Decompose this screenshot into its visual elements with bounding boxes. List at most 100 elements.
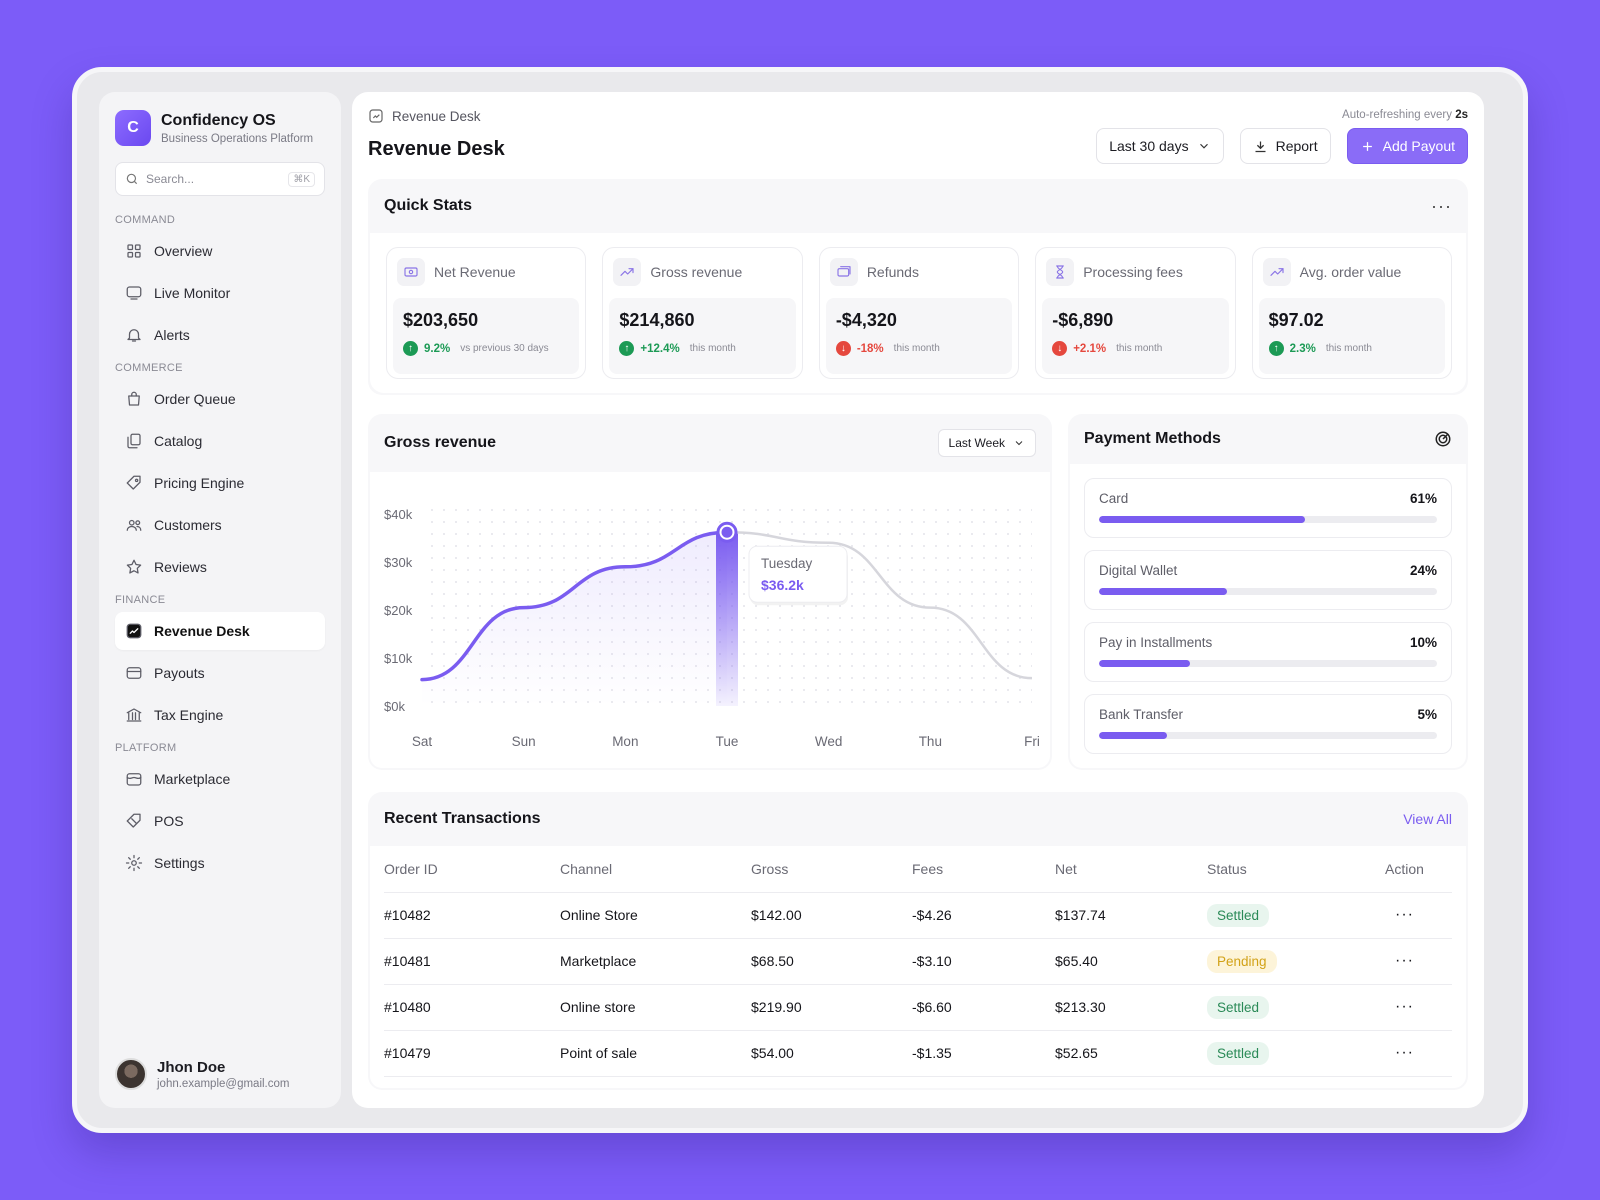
column-header-fees[interactable]: Fees: [912, 846, 1055, 893]
quick-stats-card: Quick Stats ··· Net Revenue $203,650 ↑ 9.2%…: [368, 179, 1468, 395]
x-tick-label: Thu: [919, 734, 942, 749]
gross: $68.50: [751, 938, 912, 985]
channel: Marketplace: [560, 938, 751, 985]
sidebar-item-pos[interactable]: POS: [115, 802, 325, 840]
table-row[interactable]: #10481 Marketplace $68.50 -$3.10 $65.40 Pendi…: [384, 938, 1452, 985]
sidebar-item-pricing-engine[interactable]: Pricing Engine: [115, 464, 325, 502]
sidebar-item-reviews[interactable]: Reviews: [115, 548, 325, 586]
sidebar-item-overview[interactable]: Overview: [115, 232, 325, 270]
table-row[interactable]: #10480 Online store $219.90 -$6.60 $213.30 Se…: [384, 984, 1452, 1031]
more-options-icon[interactable]: ···: [1431, 195, 1452, 216]
x-tick-label: Mon: [612, 734, 638, 749]
stat-card[interactable]: Net Revenue $203,650 ↑ 9.2% vs previous 30 d…: [386, 247, 587, 379]
date-range-select[interactable]: Last 30 days: [1096, 128, 1224, 164]
sidebar-item-marketplace[interactable]: Marketplace: [115, 760, 325, 798]
user-profile[interactable]: Jhon Doe john.example@gmail.com: [115, 1058, 289, 1090]
stat-body: $214,860 ↑ +12.4% this month: [609, 298, 796, 374]
sidebar-item-label: Revenue Desk: [154, 623, 250, 639]
sidebar-item-settings[interactable]: Settings: [115, 844, 325, 882]
row-actions-icon[interactable]: ···: [1357, 892, 1452, 939]
payment-method-item[interactable]: Digital Wallet 24%: [1084, 550, 1452, 610]
add-payout-button[interactable]: Add Payout: [1346, 128, 1468, 164]
hourglass-icon: [1046, 258, 1075, 286]
stat-card[interactable]: Gross revenue $214,860 ↑ +12.4% this month: [602, 247, 803, 379]
autorefresh-value: 2s: [1455, 109, 1468, 121]
payment-method-item[interactable]: Bank Transfer 5%: [1084, 694, 1452, 754]
avatar[interactable]: [115, 1058, 147, 1090]
arrow-down-icon: ↓: [1052, 341, 1068, 356]
stat-trend: ↑ +12.4% this month: [619, 341, 785, 356]
sidebar-nav: COMMAND Overview Live Monitor Alerts COMMERC…: [115, 214, 325, 882]
cash-icon: [397, 258, 425, 286]
target-icon[interactable]: [1434, 430, 1452, 448]
sidebar-item-tax-engine[interactable]: Tax Engine: [115, 696, 325, 734]
table-row[interactable]: #10479 Point of sale $54.00 -$1.35 $52.65 Set…: [384, 1030, 1452, 1077]
sidebar-item-order-queue[interactable]: Order Queue: [115, 380, 325, 418]
stat-trend: ↓ +2.1% this month: [1052, 341, 1218, 356]
row-actions-icon[interactable]: ···: [1357, 984, 1452, 1031]
column-header-status[interactable]: Status: [1207, 846, 1357, 893]
search-box[interactable]: Search... ⌘K: [115, 162, 325, 196]
sidebar-item-label: Pricing Engine: [154, 475, 245, 491]
sidebar-item-label: Live Monitor: [154, 285, 231, 301]
stat-card[interactable]: Refunds -$4,320 ↓ -18% this month: [818, 247, 1020, 379]
stat-note: this month: [1116, 343, 1163, 354]
payment-method-bar-fill: [1099, 732, 1167, 739]
breadcrumb-label[interactable]: Revenue Desk: [392, 108, 481, 124]
column-header-channel[interactable]: Channel: [560, 846, 751, 893]
y-tick-label: $40k: [384, 507, 413, 522]
sidebar-item-label: Marketplace: [154, 771, 231, 787]
transactions-title: Recent Transactions: [384, 810, 541, 827]
sidebar-item-catalog[interactable]: Catalog: [115, 422, 325, 460]
stat-card[interactable]: Processing fees -$6,890 ↓ +2.1% this month: [1035, 247, 1236, 379]
stat-header: Processing fees: [1042, 254, 1228, 290]
payment-method-bar: [1099, 732, 1437, 739]
column-header-order-id[interactable]: Order ID: [384, 846, 560, 893]
period-label: Last Week: [948, 436, 1005, 450]
revenue-line-chart[interactable]: $0k $10k $20k $30k $40k Sat Sun Mon Tue Wed Thu Fri…: [370, 472, 1050, 768]
sidebar-item-customers[interactable]: Customers: [115, 506, 325, 544]
payment-method-bar-fill: [1099, 660, 1191, 667]
add-payout-label: Add Payout: [1382, 138, 1455, 154]
period-select[interactable]: Last Week: [937, 429, 1036, 457]
recent-transactions-card: Recent Transactions View All Order ID Cha…: [368, 792, 1468, 1090]
toolbar: Last 30 days Report Add Payout: [1096, 128, 1468, 164]
gross-revenue-title: Gross revenue: [384, 434, 497, 451]
column-header-action[interactable]: Action: [1357, 846, 1452, 893]
column-header-net[interactable]: Net: [1055, 846, 1207, 893]
sidebar-item-alerts[interactable]: Alerts: [115, 316, 325, 354]
x-tick-label: Tue: [716, 734, 739, 749]
chevron-down-icon: [1015, 441, 1023, 446]
sidebar-item-label: Customers: [154, 517, 222, 533]
report-button[interactable]: Report: [1239, 128, 1331, 164]
payment-method-item[interactable]: Pay in Installments 10%: [1084, 622, 1452, 682]
stats-row: Net Revenue $203,650 ↑ 9.2% vs previous 30 d…: [370, 233, 1466, 393]
stat-card[interactable]: Avg. order value $97.02 ↑ 2.3% this month: [1251, 247, 1453, 379]
net: $65.40: [1055, 938, 1207, 985]
sidebar-item-label: Tax Engine: [154, 707, 224, 723]
trend-up-icon: [1262, 258, 1291, 286]
x-tick-label: Fri: [1024, 734, 1040, 749]
search-input[interactable]: Search...: [146, 172, 195, 186]
sidebar-item-payouts[interactable]: Payouts: [115, 654, 325, 692]
sidebar-item-revenue-desk[interactable]: Revenue Desk: [115, 612, 325, 650]
status-cell: Settled: [1207, 892, 1357, 939]
fees: -$3.10: [912, 938, 1055, 985]
row-actions-icon[interactable]: ···: [1357, 1030, 1452, 1077]
column-header-gross[interactable]: Gross: [751, 846, 912, 893]
view-all-link[interactable]: View All: [1403, 811, 1452, 827]
card-icon: [125, 664, 143, 682]
user-name: Jhon Doe: [157, 1058, 226, 1076]
fees: -$1.35: [912, 1030, 1055, 1077]
stat-header: Gross revenue: [609, 254, 795, 290]
sidebar-item-label: Payouts: [154, 665, 205, 681]
payment-method-item[interactable]: Card 61%: [1084, 478, 1452, 538]
sidebar-item-live-monitor[interactable]: Live Monitor: [115, 274, 325, 312]
table-row[interactable]: #10482 Online Store $142.00 -$4.26 $137.74 Se…: [384, 892, 1452, 939]
brand-logo: C: [115, 110, 151, 146]
catalog-icon: [125, 432, 143, 450]
stat-label: Processing fees: [1083, 264, 1183, 280]
row-actions-icon[interactable]: ···: [1357, 938, 1452, 985]
stat-trend: ↓ -18% this month: [835, 341, 1002, 356]
payment-methods-list: Card 61% Digital Wallet 24% Pay in Installme…: [1070, 464, 1466, 768]
